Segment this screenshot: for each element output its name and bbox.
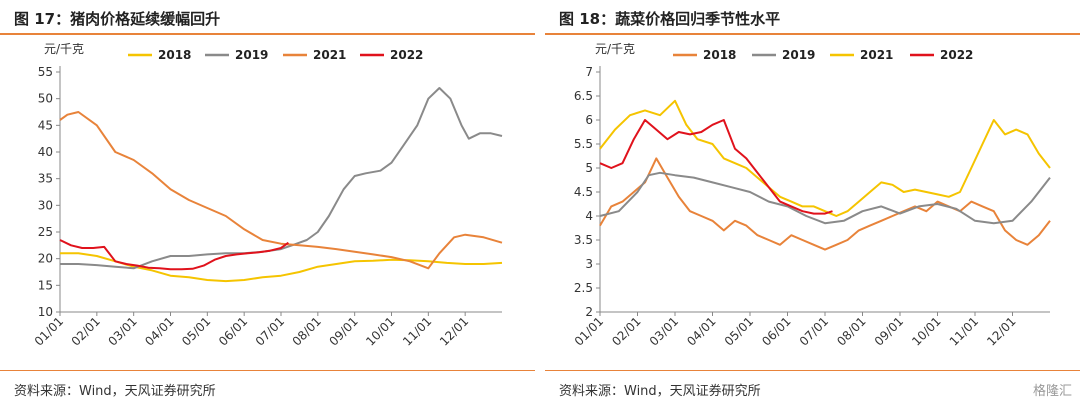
line-chart-vegetable: 元/千克 2018 2019 2021 2022 2 2.5 3 3.5 4 4.5 5 5.5 6 6.5…: [572, 42, 1051, 349]
y-tick-label: 30: [38, 198, 53, 212]
y-tick-label: 4: [585, 209, 593, 223]
legend-label: 2022: [940, 48, 973, 62]
x-tick-label: 08/01: [290, 314, 324, 348]
source-note: 资料来源：Wind，天风证券研究所: [559, 384, 761, 399]
series-line-2019: [599, 171, 1051, 225]
legend-label: 2019: [782, 48, 815, 62]
x-tick-label: 11/01: [947, 314, 981, 348]
y-tick-label: 3: [585, 257, 593, 271]
x-tick-label: 11/01: [400, 314, 434, 348]
x-tick-label: 04/01: [684, 314, 718, 348]
series-line-2018: [599, 157, 1051, 251]
chart-panel-pork: 图 17：猪肉价格延续缓幅回升 元/千克 2018 2019 2021 2022 10 15…: [0, 10, 535, 399]
series-line-2018: [60, 252, 503, 283]
legend-label: 2021: [860, 48, 893, 62]
y-tick-label: 6: [585, 113, 593, 127]
source-rule: [545, 370, 1080, 371]
series-line-2021: [599, 99, 1051, 217]
x-tick-label: 03/01: [647, 314, 681, 348]
y-unit-label: 元/千克: [595, 42, 635, 56]
chart-panel-vegetable: 图 18：蔬菜价格回归季节性水平 元/千克 2018 2019 2021 2022 2 2.…: [545, 0, 1080, 405]
title-rule: [545, 33, 1080, 35]
x-tick-label: 06/01: [759, 314, 793, 348]
legend-label: 2019: [235, 48, 268, 62]
y-tick-label: 40: [38, 145, 53, 159]
figure-title: 图 17：猪肉价格延续缓幅回升: [14, 10, 221, 28]
y-tick-label: 5: [585, 161, 593, 175]
y-tick-label: 55: [38, 65, 53, 79]
x-tick-label: 05/01: [179, 314, 213, 348]
y-tick-label: 15: [38, 278, 53, 292]
legend: 2018 2019 2021 2022: [128, 48, 423, 62]
x-tick-label: 03/01: [105, 314, 139, 348]
legend-label: 2018: [703, 48, 736, 62]
y-unit-label: 元/千克: [44, 42, 84, 56]
title-rule: [0, 33, 535, 35]
series-line-2022: [59, 239, 289, 271]
y-tick-label: 7: [585, 65, 593, 79]
source-note: 资料来源：Wind，天风证券研究所: [14, 384, 216, 399]
y-tick-label: 20: [38, 252, 53, 266]
y-tick-label: 2: [585, 305, 593, 319]
x-tick-label: 05/01: [722, 314, 756, 348]
legend-label: 2022: [390, 48, 423, 62]
y-tick-label: 50: [38, 92, 53, 106]
source-rule: [0, 370, 535, 371]
legend-label: 2021: [313, 48, 346, 62]
series-line-2019: [60, 87, 503, 270]
y-tick-label: 2.5: [574, 281, 593, 295]
line-chart-pork: 元/千克 2018 2019 2021 2022 10 15 20 25 30 35 40 45 50 55…: [32, 42, 503, 349]
series-line-2022: [599, 119, 833, 215]
x-tick-label: 08/01: [834, 314, 868, 348]
x-tick-label: 09/01: [872, 314, 906, 348]
x-tick-label: 04/01: [142, 314, 176, 348]
watermark-logo: 格隆汇: [1032, 384, 1072, 399]
x-tick-label: 10/01: [909, 314, 943, 348]
y-tick-label: 6.5: [574, 89, 593, 103]
x-tick-label: 10/01: [363, 314, 397, 348]
y-tick-label: 4.5: [574, 185, 593, 199]
x-tick-label: 07/01: [253, 314, 287, 348]
x-tick-label: 12/01: [437, 314, 471, 348]
x-tick-label: 07/01: [797, 314, 831, 348]
legend-label: 2018: [158, 48, 191, 62]
y-tick-label: 3.5: [574, 233, 593, 247]
figure-title: 图 18：蔬菜价格回归季节性水平: [559, 10, 781, 28]
x-tick-label: 09/01: [326, 314, 360, 348]
x-tick-label: 06/01: [216, 314, 250, 348]
y-tick-label: 25: [38, 225, 53, 239]
x-tick-label: 02/01: [609, 314, 643, 348]
series-line-2021: [59, 111, 503, 270]
x-tick-label: 01/01: [572, 314, 606, 348]
x-tick-label: 01/01: [32, 314, 66, 348]
legend: 2018 2019 2021 2022: [673, 48, 973, 62]
x-tick-label: 12/01: [984, 314, 1018, 348]
x-tick-label: 02/01: [69, 314, 103, 348]
y-tick-label: 5.5: [574, 137, 593, 151]
y-tick-label: 35: [38, 172, 53, 186]
y-tick-label: 45: [38, 118, 53, 132]
y-tick-label: 10: [38, 305, 53, 319]
